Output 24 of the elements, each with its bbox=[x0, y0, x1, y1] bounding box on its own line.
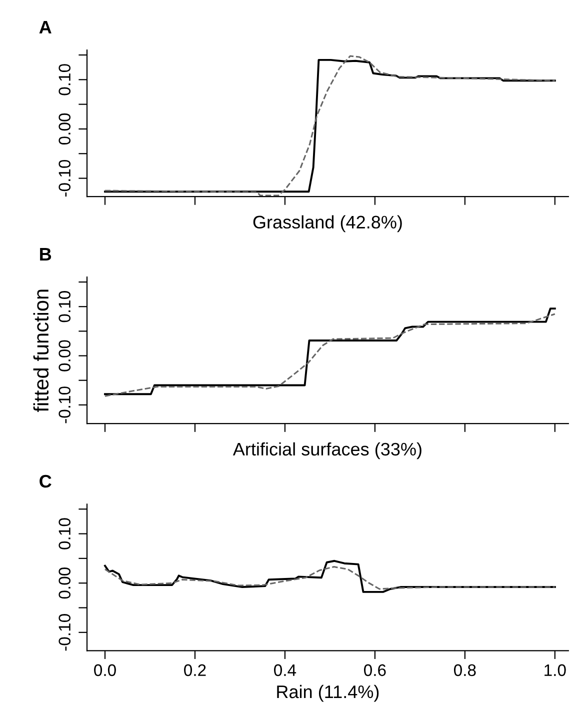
x-tick-label: 0.2 bbox=[184, 664, 206, 676]
line-series bbox=[104, 560, 556, 593]
y-tick-label: 0.00 bbox=[58, 340, 71, 372]
chart-title: A bbox=[39, 20, 52, 34]
x-axis-title: Grassland (42.8%) bbox=[253, 215, 402, 232]
x-tick-label: 0.8 bbox=[454, 664, 476, 676]
y-tick-label: -0.10 bbox=[58, 614, 71, 651]
x-tick-label: 0.4 bbox=[274, 664, 296, 676]
chart-title: B bbox=[40, 248, 52, 260]
y-axis-title: fitted function bbox=[33, 290, 49, 412]
y-tick-label: -0.10 bbox=[58, 386, 71, 424]
x-tick-label: 0.6 bbox=[364, 664, 386, 676]
y-tick-label: 0.10 bbox=[58, 291, 71, 322]
y-tick-label: 0.00 bbox=[58, 113, 71, 145]
y-tick-label: 0.10 bbox=[58, 64, 71, 96]
line-series bbox=[104, 566, 556, 590]
x-tick-label: 1.0 bbox=[544, 664, 566, 676]
x-tick-label: 0.0 bbox=[94, 664, 116, 676]
y-tick-label: 0.10 bbox=[58, 518, 71, 550]
y-tick-label: 0.00 bbox=[58, 568, 71, 599]
x-axis-title: Rain (11.4%) bbox=[277, 684, 379, 702]
x-axis-title: Artificial surfaces (33%) bbox=[232, 442, 422, 460]
chart-title: C bbox=[40, 474, 52, 488]
y-tick-label: -0.10 bbox=[58, 160, 71, 197]
